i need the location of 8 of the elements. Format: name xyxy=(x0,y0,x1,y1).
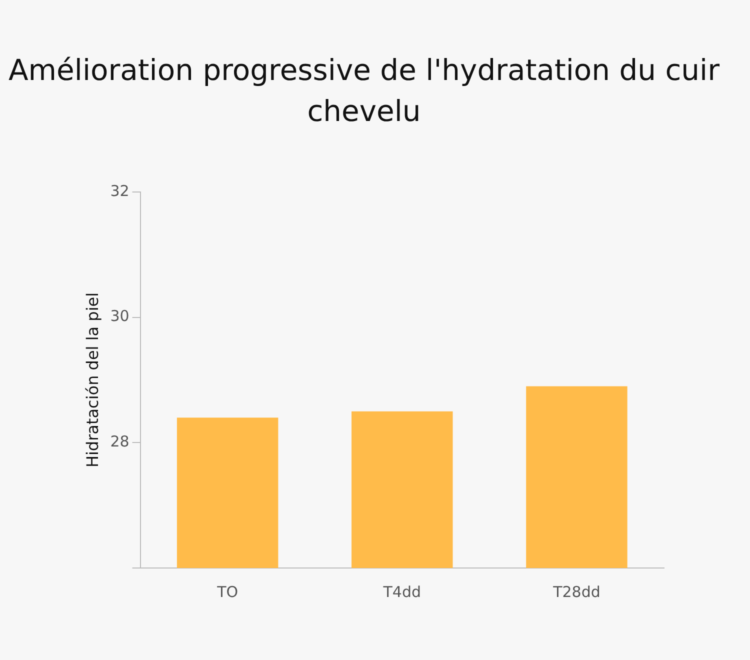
x-tick-label: T28dd xyxy=(552,582,600,601)
y-tick-label: 30 xyxy=(110,307,130,326)
x-tick-label: TO xyxy=(216,582,238,601)
y-tick-label: 28 xyxy=(110,432,130,451)
x-tick-label: T4dd xyxy=(382,582,422,601)
y-tick-label: 32 xyxy=(110,182,130,200)
chart-title: Amélioration progressive de l'hydratation du cuir chevelu xyxy=(7,52,721,130)
y-axis-title: Hidratación del la piel xyxy=(82,292,102,468)
